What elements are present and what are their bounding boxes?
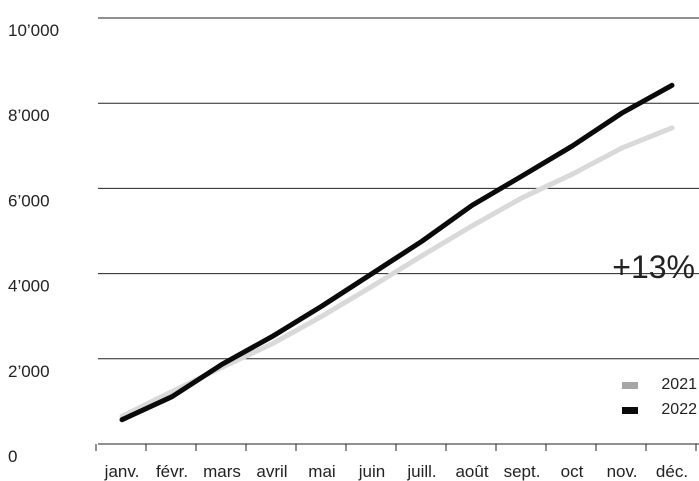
x-tick-label: mars	[203, 462, 241, 481]
y-axis-tick-labels: 0 2’000 4’000 6’000 8’000 10’000	[8, 21, 59, 466]
legend: 2021 2022	[622, 376, 697, 418]
series-lines	[119, 82, 675, 423]
legend-swatch-2022	[622, 407, 638, 414]
x-tick-label: oct	[561, 462, 584, 481]
x-tick-label: juin	[358, 462, 385, 481]
y-tick-label: 2’000	[8, 362, 50, 381]
y-tick-label: 10’000	[8, 21, 59, 40]
x-tick-label: janv.	[104, 462, 140, 481]
x-tick-label: juill.	[406, 462, 436, 481]
x-tick-label: févr.	[156, 462, 188, 481]
y-tick-label: 0	[8, 447, 17, 466]
x-tick-label: août	[455, 462, 488, 481]
legend-label-2021: 2021	[661, 376, 697, 393]
gridlines	[98, 17, 699, 360]
y-tick-label: 4’000	[8, 277, 50, 296]
y-tick-label: 6’000	[8, 191, 50, 210]
legend-label-2022: 2022	[661, 401, 697, 418]
x-tick-label: déc.	[656, 462, 688, 481]
legend-swatch-2021	[622, 382, 638, 389]
x-axis-ticks	[95, 444, 697, 451]
x-tick-label: nov.	[607, 462, 638, 481]
x-axis-tick-labels: janv. févr. mars avril mai juin juill. août sept…	[104, 462, 688, 481]
y-tick-label: 8’000	[8, 106, 50, 125]
x-tick-label: mai	[308, 462, 335, 481]
series-line-2022	[119, 82, 675, 423]
growth-annotation: +13%	[612, 249, 695, 285]
x-tick-label: avril	[256, 462, 287, 481]
x-tick-label: sept.	[504, 462, 541, 481]
